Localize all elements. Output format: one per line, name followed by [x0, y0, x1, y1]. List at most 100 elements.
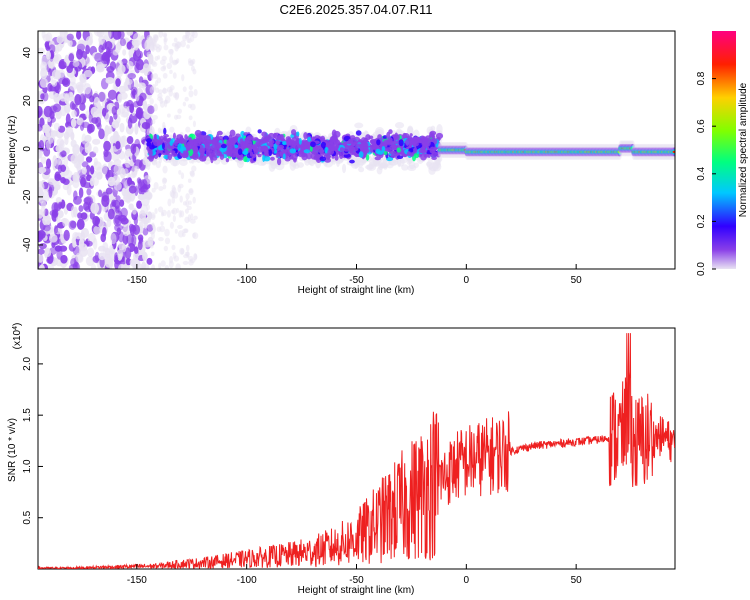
spectrogram-cell — [412, 147, 418, 154]
spectrogram-cell — [334, 155, 339, 161]
spectrogram-cell — [401, 164, 409, 171]
spectrogram-cell — [60, 150, 67, 157]
snr-y-axis-label: SNR (10 * v/v) — [7, 418, 18, 482]
spectrogram-cell — [188, 85, 193, 91]
spectrogram-cell — [78, 243, 88, 252]
spectrogram-cell — [172, 72, 177, 79]
spectrogram-cell — [358, 166, 365, 173]
spectrogram-cell — [268, 139, 275, 145]
spectrogram-cell — [38, 243, 47, 250]
spectrogram-y-tick-label: 0 — [22, 146, 33, 152]
spectrogram-cell — [142, 99, 148, 111]
spectrogram-x-tick-label: 50 — [571, 275, 583, 286]
spectrogram-cell — [80, 227, 90, 238]
spectrogram-cell — [162, 165, 168, 174]
spectrogram-cell — [122, 49, 127, 56]
spectrogram-cell — [192, 196, 196, 204]
spectrogram-cell — [60, 164, 67, 172]
spectrogram-cell — [237, 148, 243, 156]
spectrogram-cell — [104, 124, 110, 137]
spectrogram-cell — [162, 184, 167, 190]
spectrogram-cell — [63, 229, 70, 241]
spectrogram-cell — [89, 177, 95, 187]
spectrogram-cell — [431, 156, 437, 161]
spectrogram-cell — [150, 251, 155, 257]
spectrogram-cell — [127, 72, 137, 80]
spectrogram-cell — [76, 49, 83, 60]
spectrogram-cell — [420, 153, 427, 161]
spectrogram-cell — [59, 92, 69, 102]
spectrogram-cell — [104, 256, 114, 268]
spectrogram-cell — [142, 251, 148, 261]
spectrogram-cell — [188, 90, 194, 98]
spectrogram-cell — [53, 93, 61, 104]
spectrogram-cell — [343, 147, 351, 152]
spectrogram-cell — [154, 87, 160, 93]
spectrogram-cell — [68, 220, 77, 230]
spectrogram-cell — [146, 44, 151, 50]
spectrogram-cell — [103, 31, 112, 40]
spectrogram-y-tick-label: 40 — [22, 47, 33, 59]
spectrogram-cell — [193, 139, 198, 147]
spectrogram-cell — [128, 203, 134, 211]
spectrogram-cell — [320, 137, 325, 142]
spectrogram-x-tick-label: -150 — [127, 275, 147, 286]
spectrogram-cell — [52, 155, 58, 167]
spectrogram-cell — [141, 179, 148, 189]
spectrogram-cell — [55, 215, 61, 224]
spectrogram-cell — [376, 166, 383, 175]
spectrogram-cell — [63, 169, 73, 180]
spectrogram-cell — [219, 153, 225, 160]
spectrogram-cell — [117, 248, 124, 260]
spectrogram-cell — [138, 76, 144, 84]
spectrogram-cell — [146, 241, 152, 246]
spectrogram-cell — [150, 231, 155, 240]
spectrogram-cell — [40, 156, 47, 164]
spectrogram-cell — [62, 77, 71, 88]
spectrogram-cell — [60, 254, 68, 264]
spectrogram-cell — [184, 31, 191, 36]
spectrogram-cell — [120, 217, 129, 225]
spectrogram-cell — [355, 130, 362, 136]
spectrogram-cell — [85, 36, 94, 46]
spectrogram-cell — [102, 247, 112, 255]
spectrogram-cell — [68, 53, 75, 62]
spectrogram-cell — [349, 159, 355, 164]
spectrogram-cell — [51, 79, 58, 87]
spectrogram-cell — [283, 144, 287, 150]
spectrogram-cell — [149, 68, 154, 73]
spectrogram-cell — [44, 248, 52, 257]
spectrogram-cell — [386, 131, 391, 140]
spectrogram-cell — [38, 248, 45, 255]
spectrogram-cell — [248, 140, 253, 148]
spectrogram-cell — [42, 33, 51, 42]
spectrogram-cell — [131, 257, 141, 269]
spectrogram-y-tick-label: -40 — [22, 237, 33, 252]
spectrogram-cell — [47, 57, 56, 70]
spectrogram-cell — [163, 127, 167, 135]
spectrogram-cell — [289, 148, 297, 154]
spectrogram-cell — [113, 163, 122, 175]
spectrogram-cell — [58, 143, 64, 153]
spectrogram-cell — [40, 205, 46, 217]
spectrogram-cell — [158, 186, 164, 191]
spectrogram-cell — [178, 210, 182, 218]
spectrogram-cell — [193, 89, 198, 97]
spectrogram-cell — [161, 209, 167, 217]
spectrogram-cell — [128, 113, 138, 124]
snr-series-line — [38, 333, 675, 569]
spectrogram-cell — [47, 68, 53, 77]
spectrogram-cell — [183, 228, 189, 234]
spectrogram-cell — [320, 148, 325, 154]
spectrogram-cell — [396, 147, 401, 153]
spectrogram-cell — [142, 157, 148, 166]
spectrogram-cell — [126, 135, 134, 145]
spectrogram-cell — [239, 138, 244, 145]
spectrogram-cell — [307, 136, 312, 142]
spectrogram-cell — [102, 227, 107, 237]
spectrogram-cell — [157, 206, 164, 213]
spectrogram-cell — [188, 189, 194, 194]
spectrogram-cell — [192, 68, 197, 75]
spectrogram-cell — [146, 204, 150, 211]
